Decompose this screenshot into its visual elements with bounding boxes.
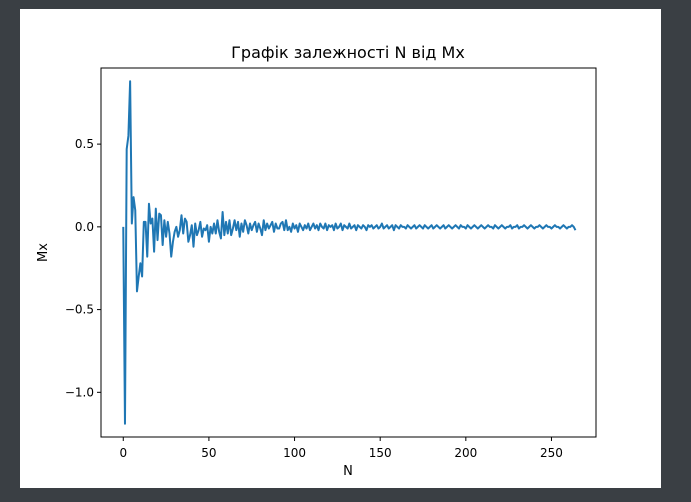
y-axis-label: Mx xyxy=(36,243,51,262)
x-tick-label: 50 xyxy=(201,446,216,460)
x-tick-label: 250 xyxy=(540,446,563,460)
x-tick-label: 100 xyxy=(283,446,306,460)
y-tick-label: −1.0 xyxy=(65,385,94,399)
x-tick-label: 0 xyxy=(119,446,127,460)
x-axis-label: N xyxy=(343,464,353,479)
x-tick-label: 200 xyxy=(454,446,477,460)
x-axis-ticks: 0 50 100 150 200 250 xyxy=(119,437,563,460)
y-tick-label: −0.5 xyxy=(65,303,94,317)
x-tick-label: 150 xyxy=(369,446,392,460)
figure: Графік залежності N від Mx −1.0 −0.5 0.0 0.… xyxy=(20,9,661,488)
chart: Графік залежності N від Mx −1.0 −0.5 0.0 0.… xyxy=(36,43,597,479)
chart-title: Графік залежності N від Mx xyxy=(231,43,465,62)
y-axis-ticks: −1.0 −0.5 0.0 0.5 xyxy=(65,137,101,399)
series-line xyxy=(122,80,577,425)
y-tick-label: 0.5 xyxy=(75,137,94,151)
y-tick-label: 0.0 xyxy=(75,220,94,234)
plot-frame xyxy=(100,67,597,438)
